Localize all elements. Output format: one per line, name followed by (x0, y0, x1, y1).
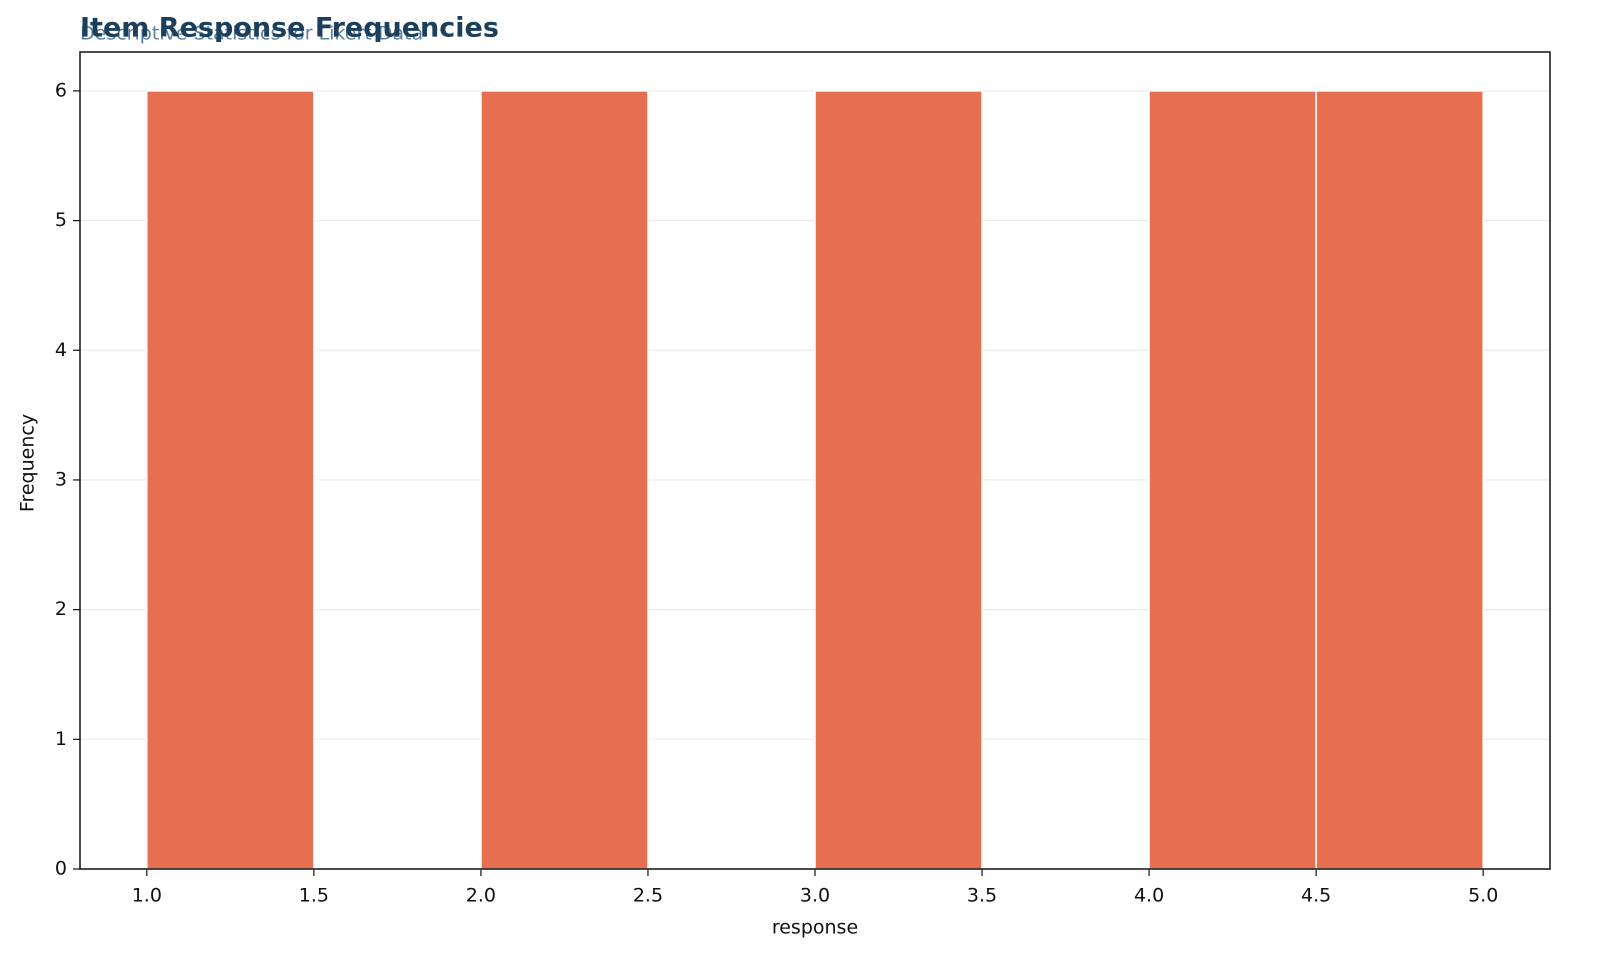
x-tick-label: 3.0 (800, 885, 830, 907)
x-tick-label: 4.5 (1301, 885, 1331, 907)
bar (1315, 90, 1484, 870)
x-tick-label: 5.0 (1468, 885, 1498, 907)
chart-subtitle: Descriptive Statistics for Likert Data (80, 23, 423, 45)
y-tick-label: 4 (55, 339, 67, 361)
x-tick-label: 3.5 (967, 885, 997, 907)
x-tick-label: 1.0 (132, 885, 162, 907)
y-tick-label: 3 (55, 468, 67, 490)
bar (1148, 90, 1317, 870)
y-tick-label: 0 (55, 858, 67, 880)
x-tick-label: 1.5 (299, 885, 329, 907)
chart-title: Item Response Frequencies (80, 13, 499, 44)
x-tick-label: 2.5 (633, 885, 663, 907)
bar (480, 90, 649, 870)
x-axis-label: response (772, 917, 858, 939)
bar (814, 90, 983, 870)
y-tick-label: 2 (55, 598, 67, 620)
y-tick-label: 5 (55, 209, 67, 231)
y-tick-label: 1 (55, 728, 67, 750)
plot-frame (79, 51, 1551, 870)
y-tick-label: 6 (55, 79, 67, 101)
y-axis-label: Frequency (17, 414, 39, 512)
x-tick-label: 4.0 (1134, 885, 1164, 907)
x-tick-label: 2.0 (466, 885, 496, 907)
bar (146, 90, 315, 870)
